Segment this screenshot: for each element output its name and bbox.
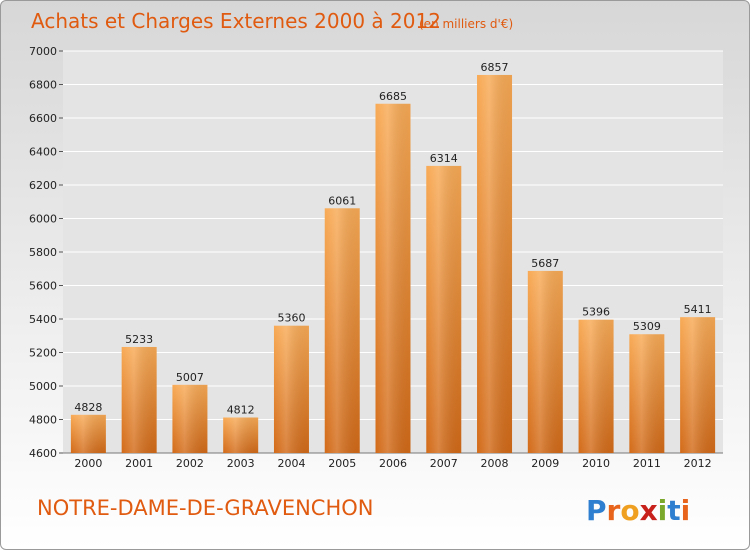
- value-label-2008: 6857: [481, 61, 509, 74]
- town-name: NOTRE-DAME-DE-GRAVENCHON: [37, 496, 374, 520]
- value-label-2006: 6685: [379, 90, 407, 103]
- y-tick-label: 6400: [29, 146, 57, 159]
- value-label-2000: 4828: [74, 401, 102, 414]
- x-tick-label-2004: 2004: [277, 457, 305, 470]
- y-tick-label: 5800: [29, 246, 57, 259]
- value-label-2002: 5007: [176, 371, 204, 384]
- y-axis-ticks: 4600 4800 5000 5200 5400 5600 5800 6000 6200 6400…: [29, 45, 63, 460]
- x-tick-label-2008: 2008: [481, 457, 509, 470]
- y-tick-label: 6200: [29, 179, 57, 192]
- x-tick-label-2006: 2006: [379, 457, 407, 470]
- y-tick-label: 7000: [29, 45, 57, 58]
- y-tick-label: 5200: [29, 347, 57, 360]
- x-tick-label-2003: 2003: [227, 457, 255, 470]
- y-tick-label: 4800: [29, 414, 57, 427]
- x-tick-label-2001: 2001: [125, 457, 153, 470]
- x-tick-label-2010: 2010: [582, 457, 610, 470]
- value-label-2011: 5309: [633, 320, 661, 333]
- value-labels: 4828 5233 5007 4812 5360 6061 6685 6314 6857 5687…: [74, 61, 711, 417]
- value-label-2009: 5687: [531, 257, 559, 270]
- value-label-2005: 6061: [328, 194, 356, 207]
- bar-shine-2009: [527, 270, 563, 453]
- x-tick-label-2000: 2000: [74, 457, 102, 470]
- bars: [70, 74, 716, 453]
- bar-shine-2002: [172, 384, 208, 453]
- chart-title: Achats et Charges Externes 2000 à 2012: [31, 9, 441, 33]
- x-tick-label-2007: 2007: [430, 457, 458, 470]
- bar-shine-2012: [680, 317, 716, 453]
- bar-shine-2011: [629, 334, 665, 453]
- bar-shine-2001: [121, 346, 157, 453]
- y-tick-label: 4600: [29, 447, 57, 460]
- chart-unit: (en milliers d'€): [419, 17, 513, 31]
- y-tick-label: 5400: [29, 313, 57, 326]
- proxiti-logo: Proxiti: [586, 494, 690, 527]
- y-tick-label: 5000: [29, 380, 57, 393]
- x-tick-label-2002: 2002: [176, 457, 204, 470]
- x-axis-ticks: 2000 2001 2002 2003 2004 2005 2006 2007 2008 2009…: [74, 457, 711, 470]
- bar-shine-2005: [324, 208, 360, 453]
- bar-shine-2003: [223, 417, 259, 453]
- value-label-2001: 5233: [125, 333, 153, 346]
- x-tick-label-2005: 2005: [328, 457, 356, 470]
- bar-shine-2008: [477, 74, 513, 453]
- value-label-2003: 4812: [227, 403, 255, 416]
- x-tick-label-2009: 2009: [531, 457, 559, 470]
- value-label-2004: 5360: [277, 312, 305, 325]
- y-tick-label: 6800: [29, 79, 57, 92]
- x-tick-label-2012: 2012: [684, 457, 712, 470]
- bar-shine-2010: [578, 319, 614, 453]
- value-label-2010: 5396: [582, 306, 610, 319]
- x-tick-label-2011: 2011: [633, 457, 661, 470]
- bar-shine-2000: [70, 414, 106, 453]
- y-tick-label: 5600: [29, 280, 57, 293]
- y-tick-label: 6000: [29, 213, 57, 226]
- bar-shine-2004: [273, 325, 309, 453]
- value-label-2007: 6314: [430, 152, 458, 165]
- bar-shine-2007: [426, 165, 462, 453]
- y-tick-label: 6600: [29, 112, 57, 125]
- bar-shine-2006: [375, 103, 411, 453]
- value-label-2012: 5411: [684, 303, 712, 316]
